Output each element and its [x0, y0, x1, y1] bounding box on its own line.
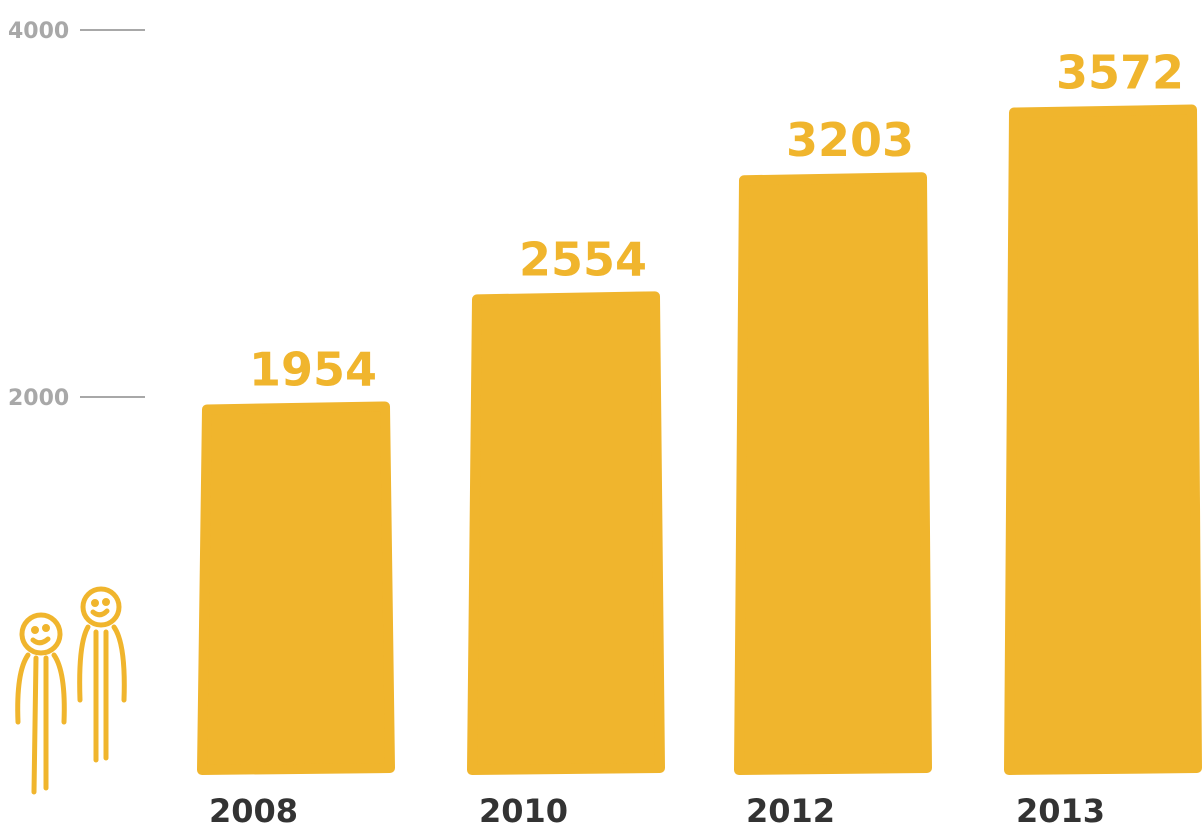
bars [197, 104, 1202, 775]
bar-2012 [734, 172, 932, 775]
bar-fill [1012, 108, 1194, 770]
bar-fill [475, 295, 657, 770]
bar-outline [197, 401, 395, 775]
value-labels: 1954 2554 3203 3572 [249, 46, 1184, 397]
bar-value-label: 3572 [1056, 46, 1184, 100]
bar-outline [1004, 104, 1202, 775]
y-tick-label: 4000 [8, 19, 69, 44]
y-tick-label: 2000 [8, 386, 69, 411]
bar-value-label: 1954 [249, 342, 377, 396]
two-stick-figures-icon [15, 586, 127, 795]
x-category-label: 2008 [209, 792, 298, 829]
bar-2010 [467, 291, 665, 775]
x-category-label: 2013 [1016, 792, 1105, 829]
bar-outline [734, 172, 932, 775]
bar-fill [742, 176, 924, 770]
x-category-label: 2012 [746, 792, 835, 829]
y-axis: 2000 4000 [8, 19, 145, 411]
bar-2008 [197, 401, 395, 775]
bar-outline [467, 291, 665, 775]
x-category-label: 2010 [479, 792, 568, 829]
category-labels: 2008 2010 2012 2013 [209, 792, 1105, 829]
bar-fill [205, 405, 387, 770]
bar-value-label: 2554 [519, 232, 647, 286]
bar-value-label: 3203 [786, 113, 914, 167]
bar-2013 [1004, 104, 1202, 775]
